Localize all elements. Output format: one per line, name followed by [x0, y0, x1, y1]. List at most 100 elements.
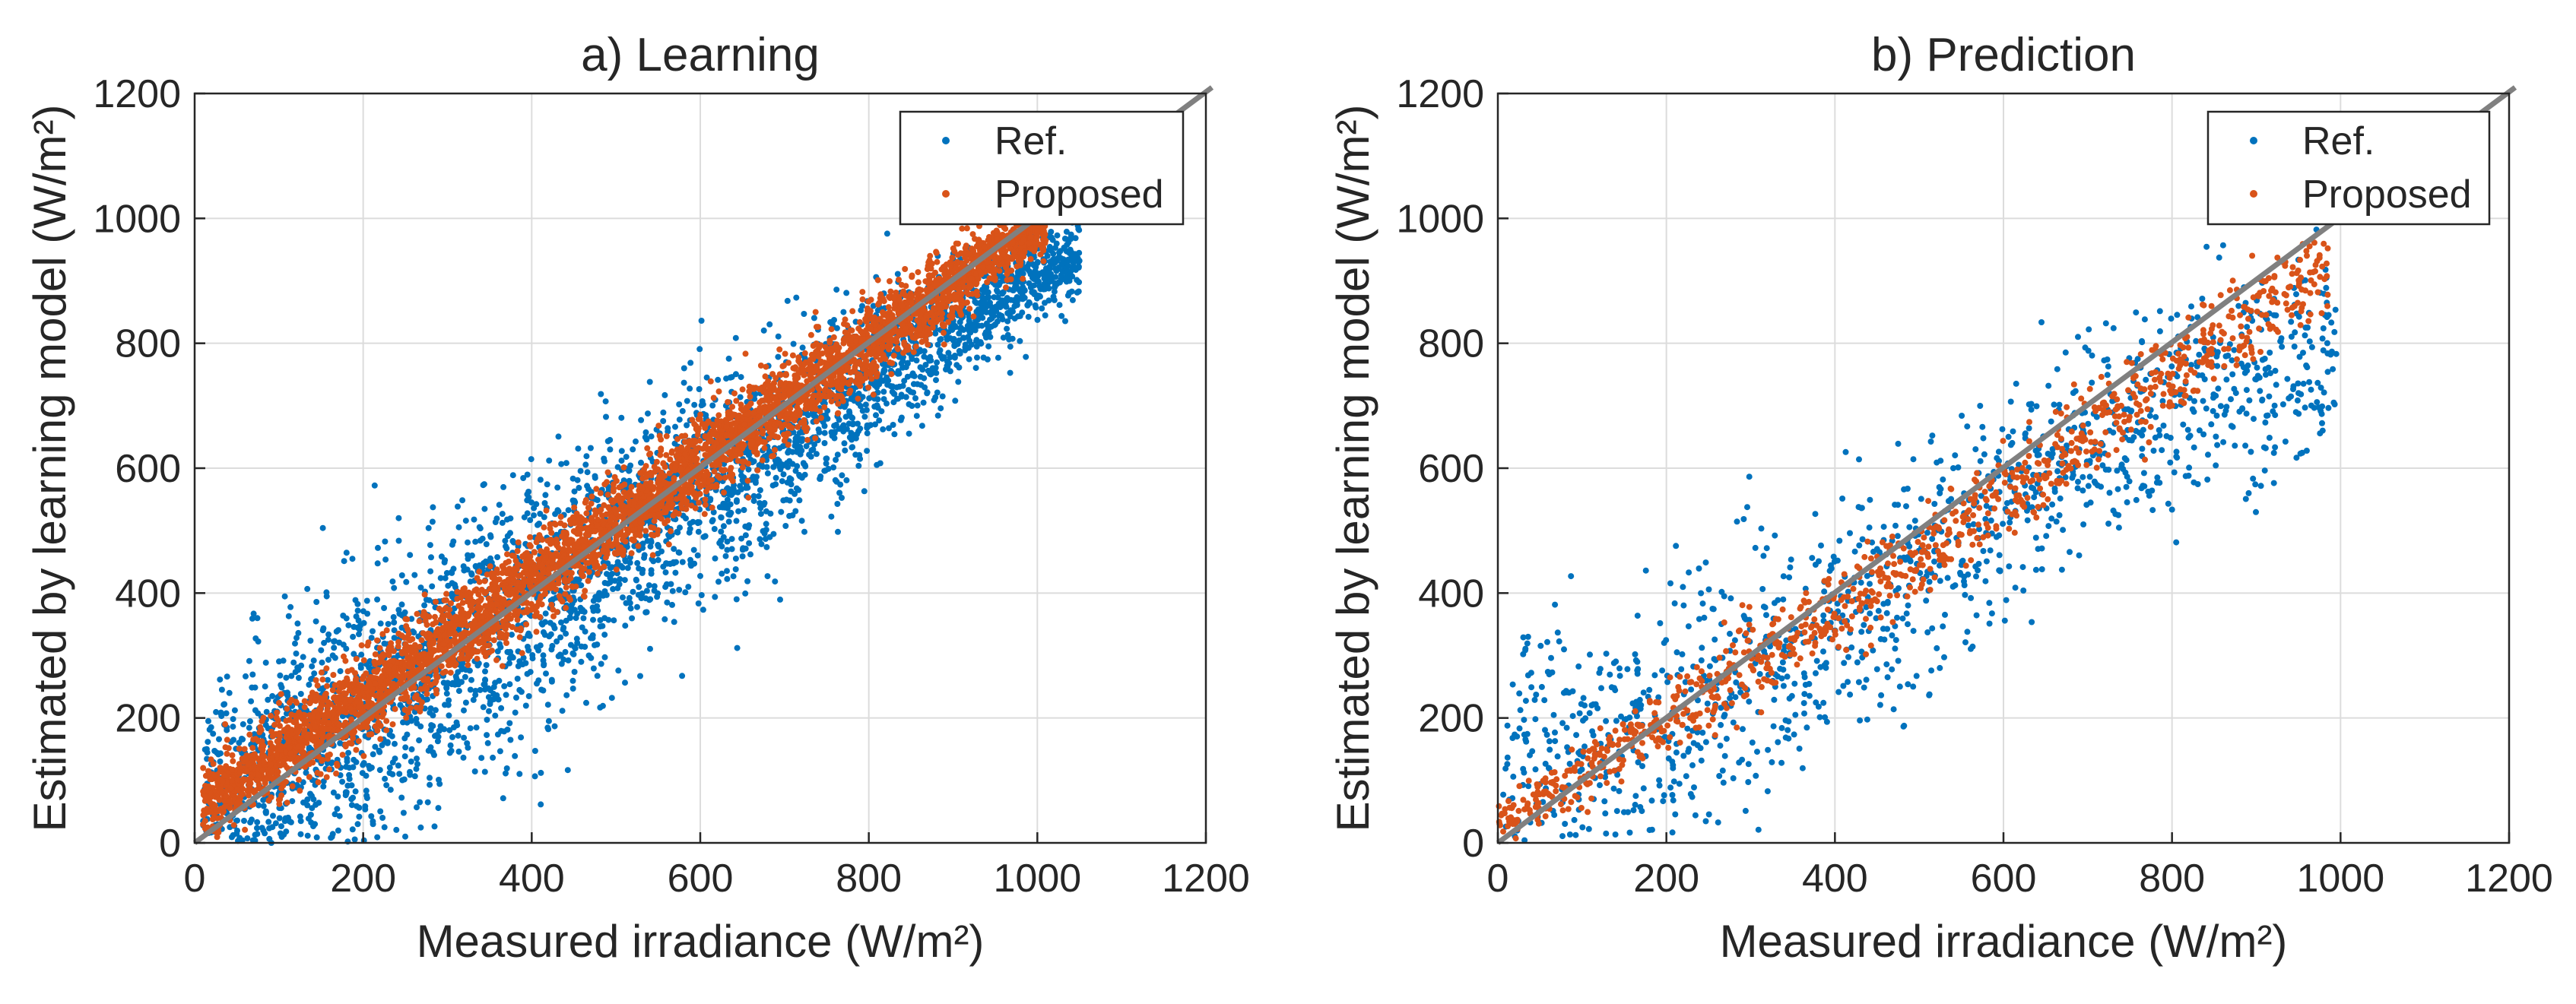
scatter-point-ref	[350, 633, 357, 640]
scatter-point-ref	[285, 613, 292, 619]
scatter-point-ref	[1007, 369, 1014, 376]
scatter-point-ref	[496, 502, 503, 508]
scatter-point-ref	[328, 760, 335, 767]
scatter-point-ref	[691, 560, 698, 567]
scatter-point-ref	[772, 481, 779, 488]
scatter-point-ref	[509, 472, 516, 479]
scatter-point-ref	[675, 549, 682, 556]
scatter-point-ref	[395, 607, 402, 613]
scatter-point-ref	[833, 457, 839, 463]
scatter-point-ref	[385, 621, 392, 627]
scatter-point-ref	[734, 497, 740, 504]
scatter-point-ref	[576, 576, 582, 583]
scatter-point-ref	[972, 327, 979, 334]
scatter-point-ref	[934, 341, 941, 348]
scatter-point-ref	[868, 422, 874, 429]
scatter-point-proposed	[276, 699, 282, 706]
scatter-point-ref	[370, 628, 376, 635]
scatter-point-ref	[512, 752, 519, 759]
scatter-point-proposed	[346, 687, 353, 694]
scatter-point-ref	[685, 584, 692, 591]
scatter-point-ref	[664, 599, 671, 606]
scatter-point-ref	[1042, 312, 1048, 318]
scatter-point-ref	[417, 584, 424, 591]
scatter-point-ref	[307, 790, 313, 797]
scatter-point-ref	[832, 477, 839, 483]
scatter-point-ref	[345, 749, 352, 756]
scatter-point-ref	[563, 460, 569, 467]
scatter-point-ref	[798, 474, 805, 481]
scatter-point-ref	[698, 318, 705, 324]
scatter-point-ref	[507, 515, 514, 522]
scatter-point-ref	[545, 717, 552, 724]
scatter-point-ref	[466, 667, 473, 674]
scatter-point-ref	[750, 498, 757, 505]
scatter-point-proposed	[274, 738, 281, 745]
scatter-point-ref	[521, 514, 528, 521]
scatter-point-ref	[391, 584, 398, 591]
scatter-point-proposed	[273, 714, 280, 721]
scatter-point-ref	[381, 824, 388, 831]
scatter-point-ref	[651, 588, 658, 594]
scatter-point-ref	[793, 294, 800, 301]
scatter-point-ref	[482, 668, 488, 675]
scatter-point-ref	[522, 660, 529, 667]
scatter-point-ref	[294, 620, 301, 627]
scatter-point-ref	[901, 378, 908, 385]
scatter-point-ref	[913, 357, 920, 364]
scatter-point-proposed	[201, 787, 208, 794]
scatter-point-ref	[562, 648, 569, 655]
scatter-point-ref	[643, 609, 650, 616]
scatter-point-ref	[480, 704, 487, 711]
scatter-point-ref	[798, 438, 805, 445]
scatter-point-ref	[339, 778, 346, 785]
scatter-point-ref	[966, 356, 972, 363]
scatter-point-ref	[479, 535, 486, 542]
scatter-point-ref	[744, 578, 751, 584]
scatter-point-proposed	[375, 719, 382, 726]
scatter-point-ref	[486, 708, 492, 714]
scatter-point-proposed	[462, 585, 468, 592]
scatter-point-ref	[848, 429, 855, 436]
scatter-point-ref	[668, 581, 674, 588]
scatter-point-ref	[618, 414, 625, 421]
scatter-point-proposed	[421, 591, 428, 598]
scatter-point-proposed	[324, 683, 330, 689]
scatter-point-ref	[353, 759, 360, 765]
scatter-point-ref	[890, 422, 896, 428]
scatter-point-proposed	[234, 787, 241, 793]
scatter-point-ref	[918, 382, 925, 388]
scatter-point-ref	[741, 507, 747, 513]
scatter-point-ref	[694, 552, 701, 559]
scatter-point-ref	[880, 369, 887, 376]
scatter-point-ref	[430, 504, 436, 511]
scatter-point-ref	[565, 657, 572, 664]
scatter-point-ref	[407, 768, 413, 775]
scatter-point-ref	[309, 805, 316, 812]
scatter-point-ref	[343, 763, 350, 770]
scatter-point-ref	[864, 430, 871, 437]
scatter-point-ref	[565, 507, 572, 514]
scatter-point-ref	[254, 819, 261, 825]
scatter-point-ref	[460, 754, 467, 761]
scatter-point-ref	[752, 480, 759, 486]
scatter-point-ref	[732, 334, 739, 341]
scatter-point-ref	[696, 346, 703, 353]
scatter-point-ref	[912, 395, 918, 401]
scatter-point-ref	[978, 309, 985, 316]
scatter-point-ref	[540, 687, 547, 694]
scatter-point-ref	[362, 806, 369, 812]
scatter-point-ref	[356, 626, 363, 633]
scatter-point-ref	[244, 835, 251, 841]
scatter-point-ref	[662, 569, 669, 576]
scatter-point-ref	[772, 578, 779, 585]
scatter-point-ref	[758, 540, 765, 547]
scatter-point-ref	[560, 626, 566, 633]
scatter-point-ref	[932, 394, 939, 401]
scatter-point-ref	[1010, 308, 1016, 315]
scatter-point-ref	[525, 630, 532, 637]
scatter-point-ref	[1056, 302, 1063, 309]
scatter-point-ref	[581, 609, 588, 615]
scatter-point-ref	[476, 562, 483, 569]
